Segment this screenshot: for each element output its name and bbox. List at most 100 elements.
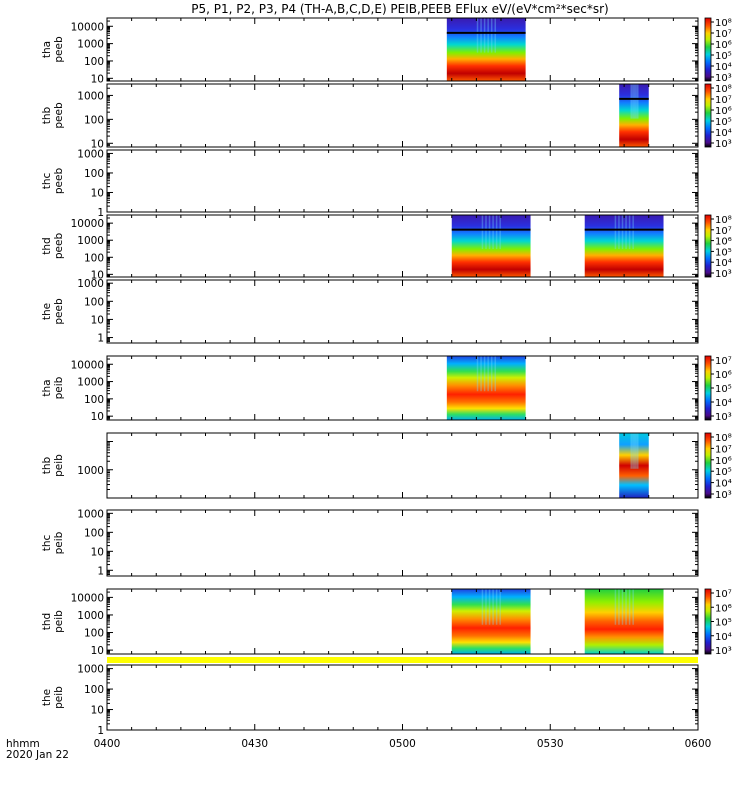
colorbar-label: 10⁷ xyxy=(715,226,732,237)
spectrogram-texture xyxy=(495,215,498,250)
panel-product-label: peib xyxy=(53,686,65,709)
colorbar-label: 10⁶ xyxy=(715,237,732,248)
y-tick-label: 1 xyxy=(97,725,104,737)
colorbar-label: 10³ xyxy=(715,412,732,423)
spectrogram-texture xyxy=(487,18,489,53)
colorbar-label: 10⁴ xyxy=(715,398,732,409)
panel-probe-label: thd xyxy=(41,613,53,630)
panel-frame xyxy=(106,432,699,499)
spectrogram-texture xyxy=(492,215,494,250)
spectrogram-texture xyxy=(495,589,498,625)
spectrogram-texture xyxy=(614,589,617,625)
colorbar-label: 10⁷ xyxy=(715,95,732,106)
panel-probe-label: thb xyxy=(41,106,53,124)
colorbar-label: 10⁶ xyxy=(715,106,732,117)
spectrogram-texture xyxy=(614,215,617,250)
panel-the-peib: 1 10 100 1000 the peib xyxy=(41,664,699,737)
colorbar-label: 10⁵ xyxy=(715,51,732,62)
colorbar-label: 10⁶ xyxy=(715,370,732,381)
x-tick-label: 0430 xyxy=(241,738,268,750)
spectrogram-texture xyxy=(635,84,638,119)
spectrogram-block xyxy=(619,84,649,147)
spectrogram-texture xyxy=(494,356,496,392)
y-tick-label: 10 xyxy=(91,645,104,657)
spectrogram-texture xyxy=(499,589,501,625)
spectrogram-texture xyxy=(476,18,479,53)
spectrogram-texture xyxy=(633,433,635,469)
y-tick-label: 10 xyxy=(91,411,104,423)
panel-probe-label: the xyxy=(41,303,53,320)
colorbar xyxy=(704,214,712,278)
spectrogram-texture xyxy=(485,589,487,625)
panel-probe-label: tha xyxy=(41,41,53,58)
spectrogram-block xyxy=(451,215,531,277)
colorbar-label: 10⁶ xyxy=(715,603,732,614)
y-tick-label: 100 xyxy=(84,168,104,180)
spectrogram-texture xyxy=(631,84,634,119)
panel-product-label: peib xyxy=(53,454,65,477)
colorbar-label: 10⁵ xyxy=(715,618,732,629)
y-tick-label: 1000 xyxy=(77,465,104,477)
y-tick-label: 1 xyxy=(97,333,104,345)
colorbar-label: 10⁴ xyxy=(715,479,732,490)
y-tick-label: 10000 xyxy=(71,359,104,371)
panel-probe-label: thc xyxy=(41,173,53,190)
panel-frame xyxy=(106,17,699,82)
panel-probe-label: thc xyxy=(41,535,53,552)
panel-frame xyxy=(106,664,699,731)
y-tick-label: 1000 xyxy=(77,610,104,622)
panel-probe-label: thd xyxy=(41,237,53,254)
y-tick-label: 100 xyxy=(84,527,104,539)
x-tick-label: 0500 xyxy=(389,738,416,750)
y-tick-label: 1 xyxy=(97,565,104,577)
panel-frame xyxy=(106,509,699,577)
x-tick-label: 0600 xyxy=(685,738,712,750)
y-tick-label: 10000 xyxy=(71,21,104,33)
spectrogram-texture xyxy=(488,589,491,625)
x-axis-label-date: 2020 Jan 22 xyxy=(6,749,69,761)
spectrogram-texture xyxy=(637,84,639,119)
spectrogram-texture xyxy=(618,589,620,625)
spectrogram-texture xyxy=(618,215,620,250)
y-tick-label: 10 xyxy=(91,138,104,150)
spectrogram-texture xyxy=(621,215,624,250)
spectrogram-texture xyxy=(631,433,634,469)
spectrogram-texture xyxy=(628,589,631,625)
panel-probe-label: tha xyxy=(41,379,53,396)
panel-frame xyxy=(106,83,699,148)
colorbar-label: 10⁵ xyxy=(715,247,732,258)
x-tick-label: 0400 xyxy=(94,738,121,750)
spectrogram-texture xyxy=(621,589,624,625)
panel-thc-peib: 1 10 100 1000 thc peib xyxy=(41,508,699,577)
spectrogram-dark-band xyxy=(584,228,664,231)
spectrogram-texture xyxy=(487,356,489,392)
y-tick-label: 10000 xyxy=(71,592,104,604)
panel-frame xyxy=(106,149,699,213)
panel-product-label: peib xyxy=(53,610,65,633)
y-tick-label: 10 xyxy=(91,546,104,558)
spectrogram-texture xyxy=(633,84,635,119)
spectrogram-dark-band xyxy=(451,228,531,231)
y-tick-label: 1000 xyxy=(77,278,104,290)
y-tick-label: 100 xyxy=(84,394,104,406)
spectrogram-texture xyxy=(632,589,634,625)
spectrogram-texture xyxy=(635,433,638,469)
spectrogram-texture xyxy=(480,356,482,392)
colorbar-label: 10⁵ xyxy=(715,467,732,478)
panel-tha-peib: 10 100 1000 10000 tha peib 10³ 10⁴ 10⁵ 10⁶ 10⁷ xyxy=(41,355,732,423)
spectrogram-texture xyxy=(634,433,636,469)
y-tick-label: 10000 xyxy=(71,218,104,230)
spectrogram-texture xyxy=(490,18,493,53)
spectrogram-dark-band xyxy=(619,97,649,100)
colorbar-label: 10⁶ xyxy=(715,456,732,467)
spectrogram-dark-band xyxy=(446,31,526,34)
panel-product-label: peeb xyxy=(53,298,65,325)
spectrogram-block xyxy=(451,589,531,654)
spectrogram-texture xyxy=(625,215,627,250)
spectrogram-texture xyxy=(481,589,484,625)
